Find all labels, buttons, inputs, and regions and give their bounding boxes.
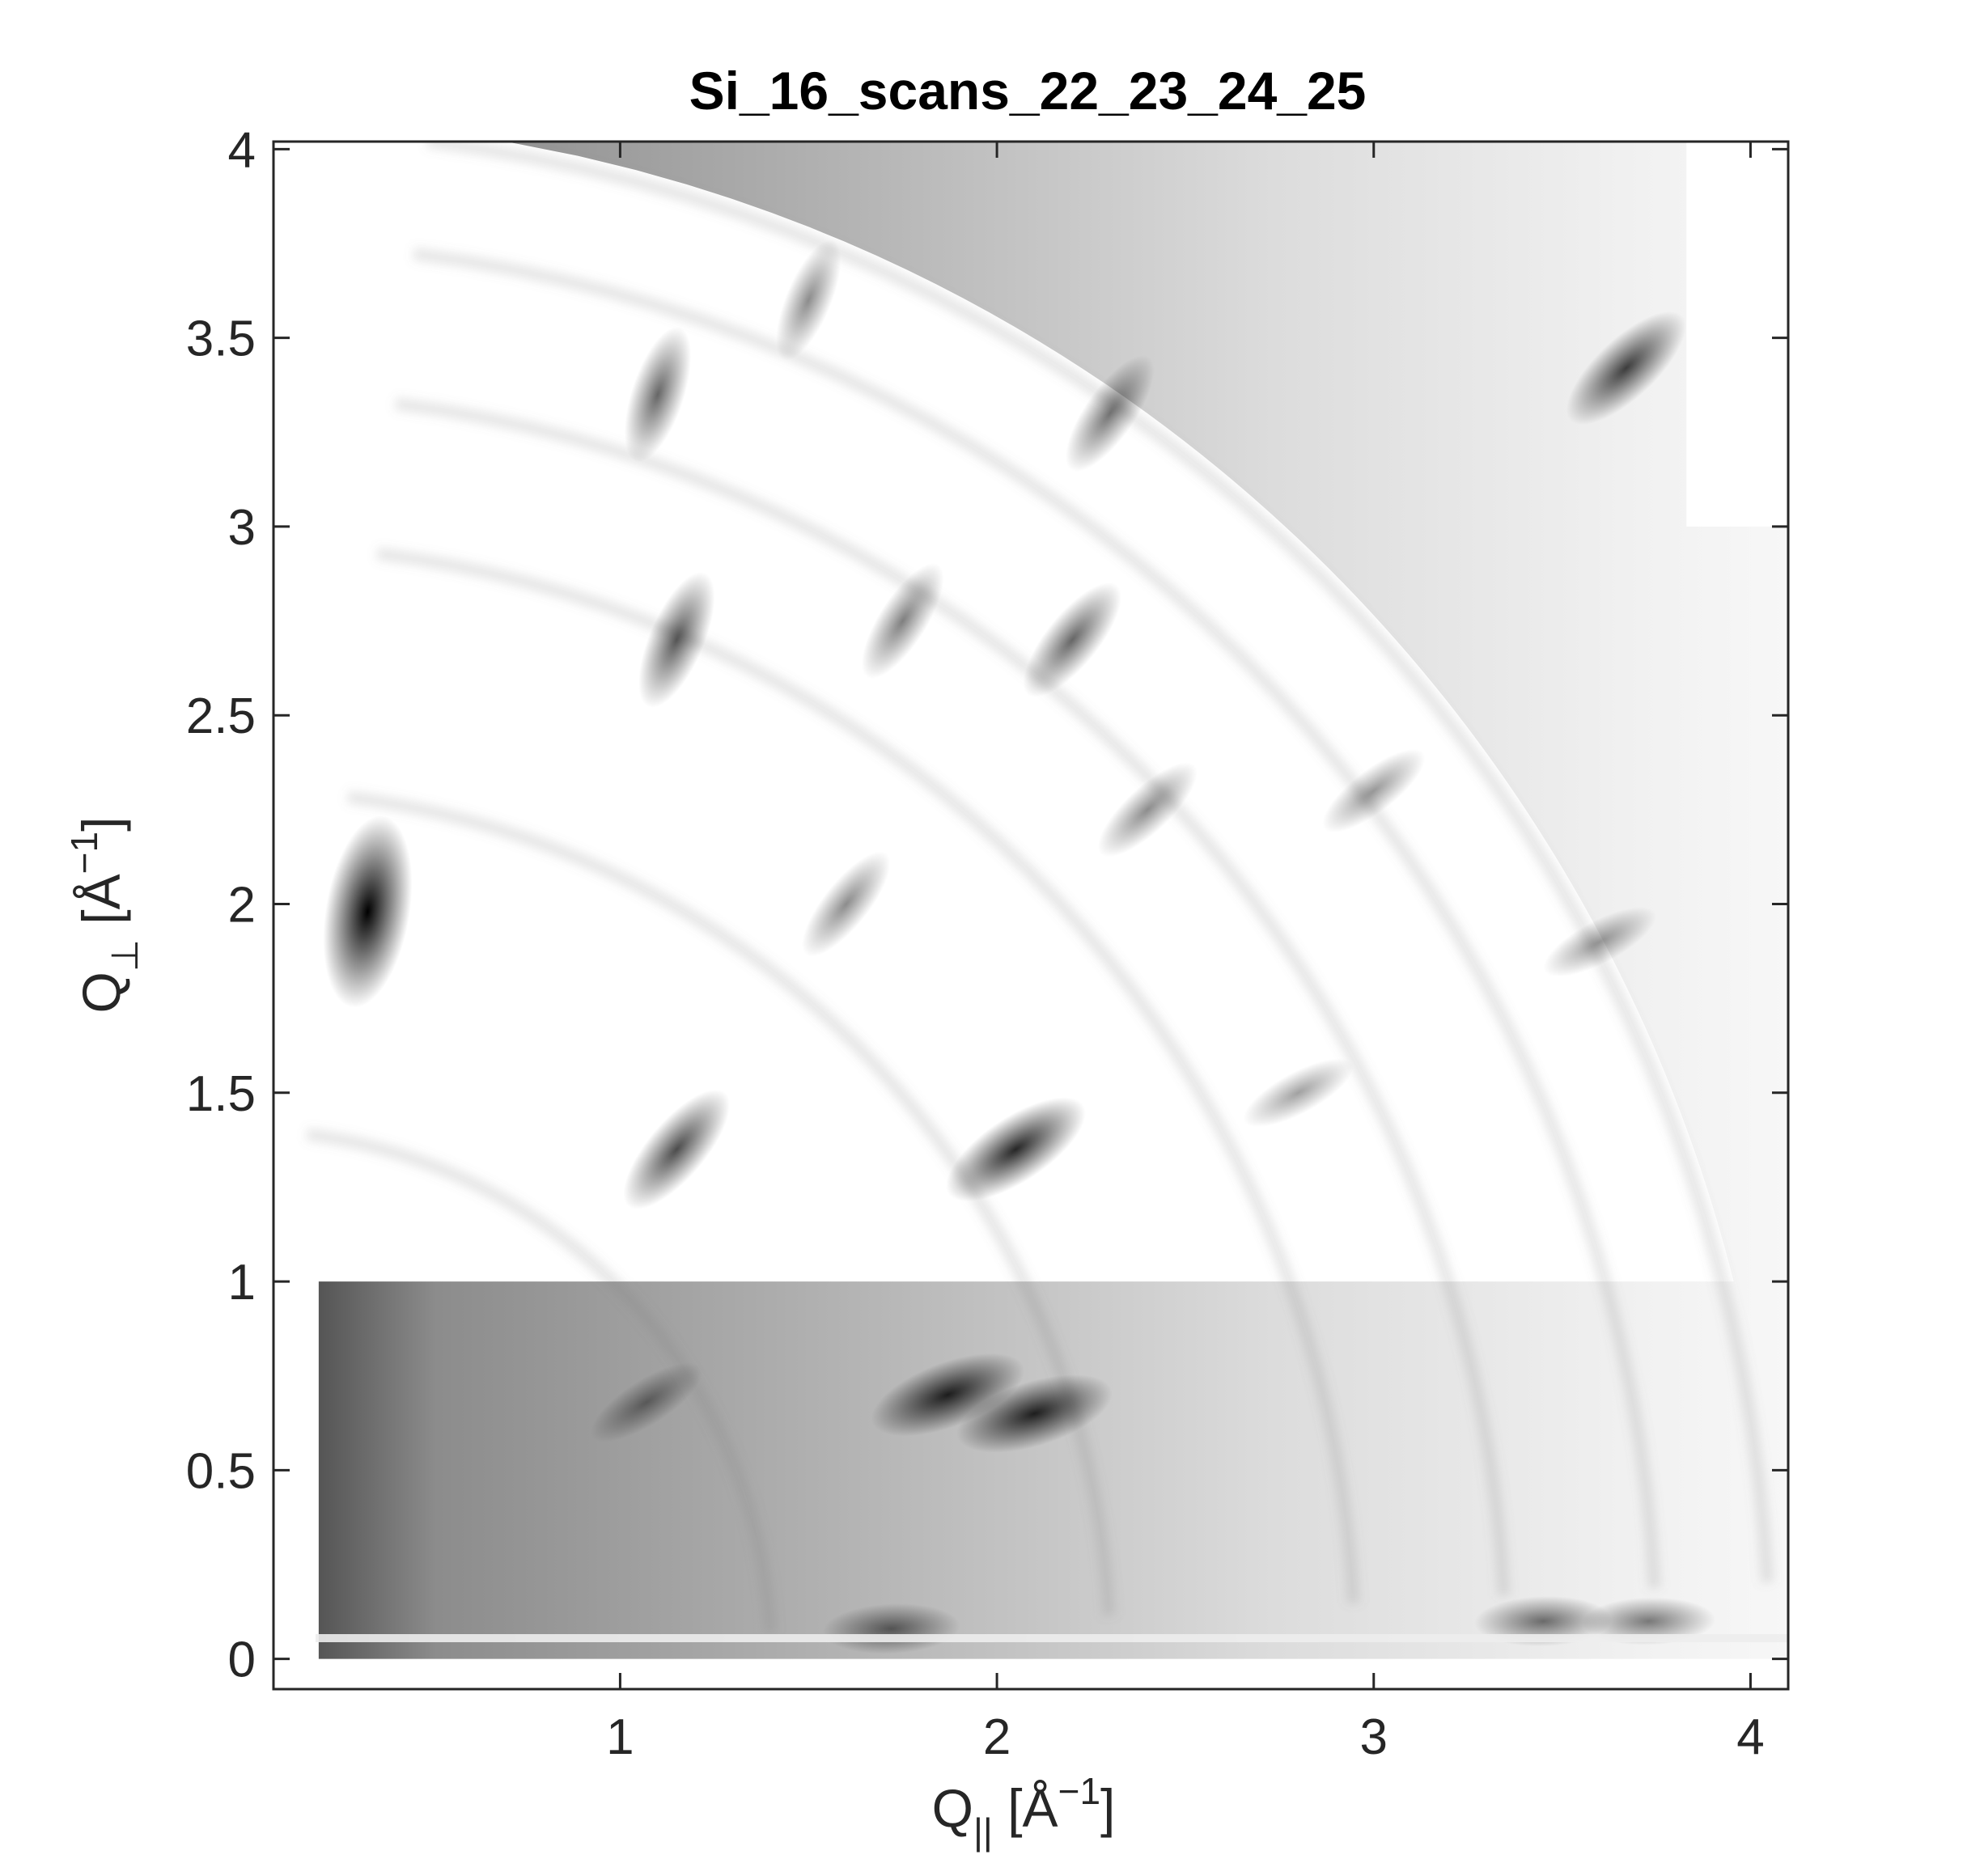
- y-tick-label: 0: [228, 1633, 256, 1688]
- peak: [946, 1097, 1086, 1202]
- peak: [1243, 1058, 1354, 1128]
- horizon-stripe: [316, 1634, 1788, 1642]
- x-tick-label: 4: [1736, 1709, 1764, 1765]
- peak: [1582, 1597, 1716, 1645]
- peak: [1065, 354, 1155, 472]
- peak: [1097, 762, 1198, 858]
- y-tick-label: 2.5: [186, 688, 256, 744]
- diffraction-peaks: [323, 239, 1716, 1654]
- ring-arc: [306, 1128, 777, 1633]
- peak: [1322, 748, 1426, 833]
- ring-arc: [376, 547, 1360, 1604]
- peak: [623, 1089, 731, 1209]
- x-axis-label-unit-open: [Å: [1007, 1778, 1058, 1838]
- peak: [1474, 1595, 1613, 1647]
- peak: [861, 563, 944, 679]
- y-tick-label: 0.5: [186, 1443, 256, 1499]
- x-axis-label-unit-sup: −1: [1058, 1770, 1100, 1812]
- chart-title: Si_16_scans_22_23_24_25: [689, 61, 1367, 121]
- y-axis-label: Q⊥ [Å−1]: [63, 817, 146, 1014]
- x-tick-label: 1: [606, 1709, 634, 1765]
- y-tick-label: 3: [228, 500, 256, 556]
- axes-frame: 1 2 3 4 0 0.5 1 1.5 2 2.5 3 3.5 4: [186, 122, 1790, 1765]
- peak: [871, 1353, 1025, 1437]
- powder-ring-arcs: [306, 142, 1774, 1633]
- y-ticks: 0 0.5 1 1.5 2 2.5 3 3.5 4: [186, 122, 1788, 1688]
- x-axis-label-sub: ||: [973, 1810, 993, 1853]
- y-tick-label: 1: [228, 1255, 256, 1311]
- x-axis-label-base: Q: [932, 1778, 973, 1838]
- peak: [956, 1374, 1113, 1453]
- heatmap-area: [306, 142, 1788, 1659]
- peak: [1023, 582, 1121, 697]
- y-tick-label: 4: [228, 122, 256, 178]
- x-axis-label-space: [993, 1778, 1007, 1838]
- axes-box: [272, 140, 1790, 1691]
- y-axis-label-sub: ⊥: [104, 939, 146, 972]
- peak: [624, 326, 692, 463]
- peak: [776, 239, 841, 361]
- ring-arc: [426, 142, 1774, 1583]
- peak: [323, 815, 413, 1008]
- y-tick-label: 2: [228, 878, 256, 934]
- peak: [590, 1362, 703, 1442]
- peak: [1543, 907, 1656, 977]
- ring-arc: [413, 247, 1661, 1589]
- y-axis-label-base: Q: [71, 972, 131, 1013]
- x-tick-label: 3: [1360, 1709, 1388, 1765]
- y-axis-label-space: [71, 925, 131, 939]
- y-axis-label-unit-close: ]: [71, 817, 131, 832]
- x-axis-label: Q|| [Å−1]: [932, 1770, 1116, 1853]
- peak: [1566, 311, 1686, 426]
- peak: [802, 851, 891, 957]
- y-tick-label: 1.5: [186, 1066, 256, 1122]
- peak: [638, 572, 715, 708]
- y-axis-label-unit-open: [Å: [71, 874, 131, 924]
- x-ticks: 1 2 3 4: [606, 142, 1765, 1765]
- detector-coverage: [318, 142, 1788, 1659]
- x-axis-label-unit-close: ]: [1100, 1778, 1115, 1838]
- y-tick-label: 3.5: [186, 311, 256, 367]
- x-tick-label: 2: [983, 1709, 1011, 1765]
- y-axis-label-unit-sup: −1: [63, 832, 105, 874]
